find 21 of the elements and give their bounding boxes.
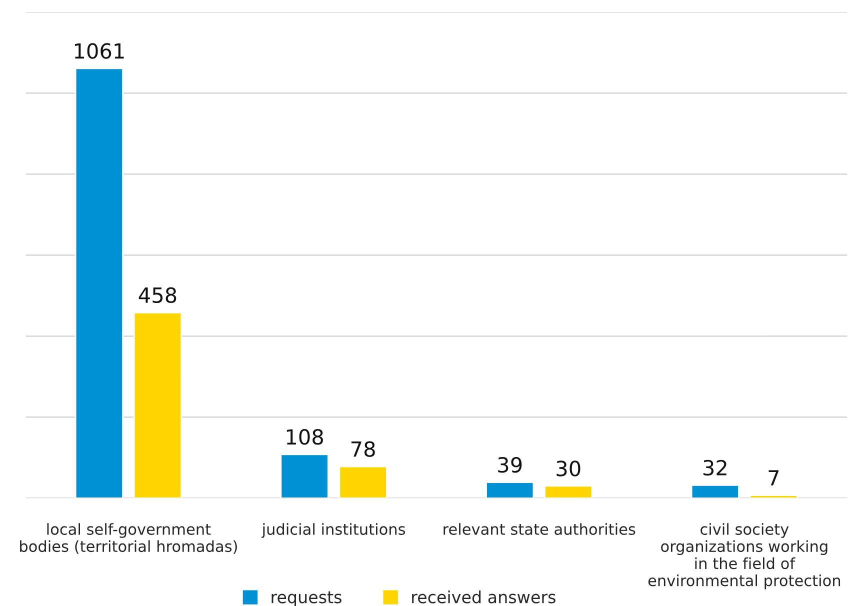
bar (749, 494, 798, 498)
x-tick-label: judicial institutions (262, 523, 406, 538)
data-label: 7 (768, 470, 779, 486)
x-tick-label: local self-government bodies (territorial hromadas) (20, 523, 237, 554)
data-label: 30 (556, 460, 580, 476)
data-label: 1061 (74, 43, 124, 59)
data-label: 39 (498, 456, 522, 473)
data-label: 32 (704, 460, 726, 476)
bar (133, 312, 182, 498)
bar (544, 485, 593, 498)
bar (338, 466, 388, 498)
data-label: 108 (286, 429, 323, 445)
bar (486, 482, 534, 498)
x-tick-label: civil society organizations working in the field of environmental protection (648, 523, 840, 590)
bar (74, 68, 124, 498)
x-tick-label: relevant state authorities (444, 523, 636, 535)
data-label: 458 (138, 287, 176, 304)
data-label: 78 (352, 441, 375, 457)
bar (280, 454, 329, 498)
bar (690, 484, 740, 498)
legend-label: received answers (412, 590, 556, 604)
